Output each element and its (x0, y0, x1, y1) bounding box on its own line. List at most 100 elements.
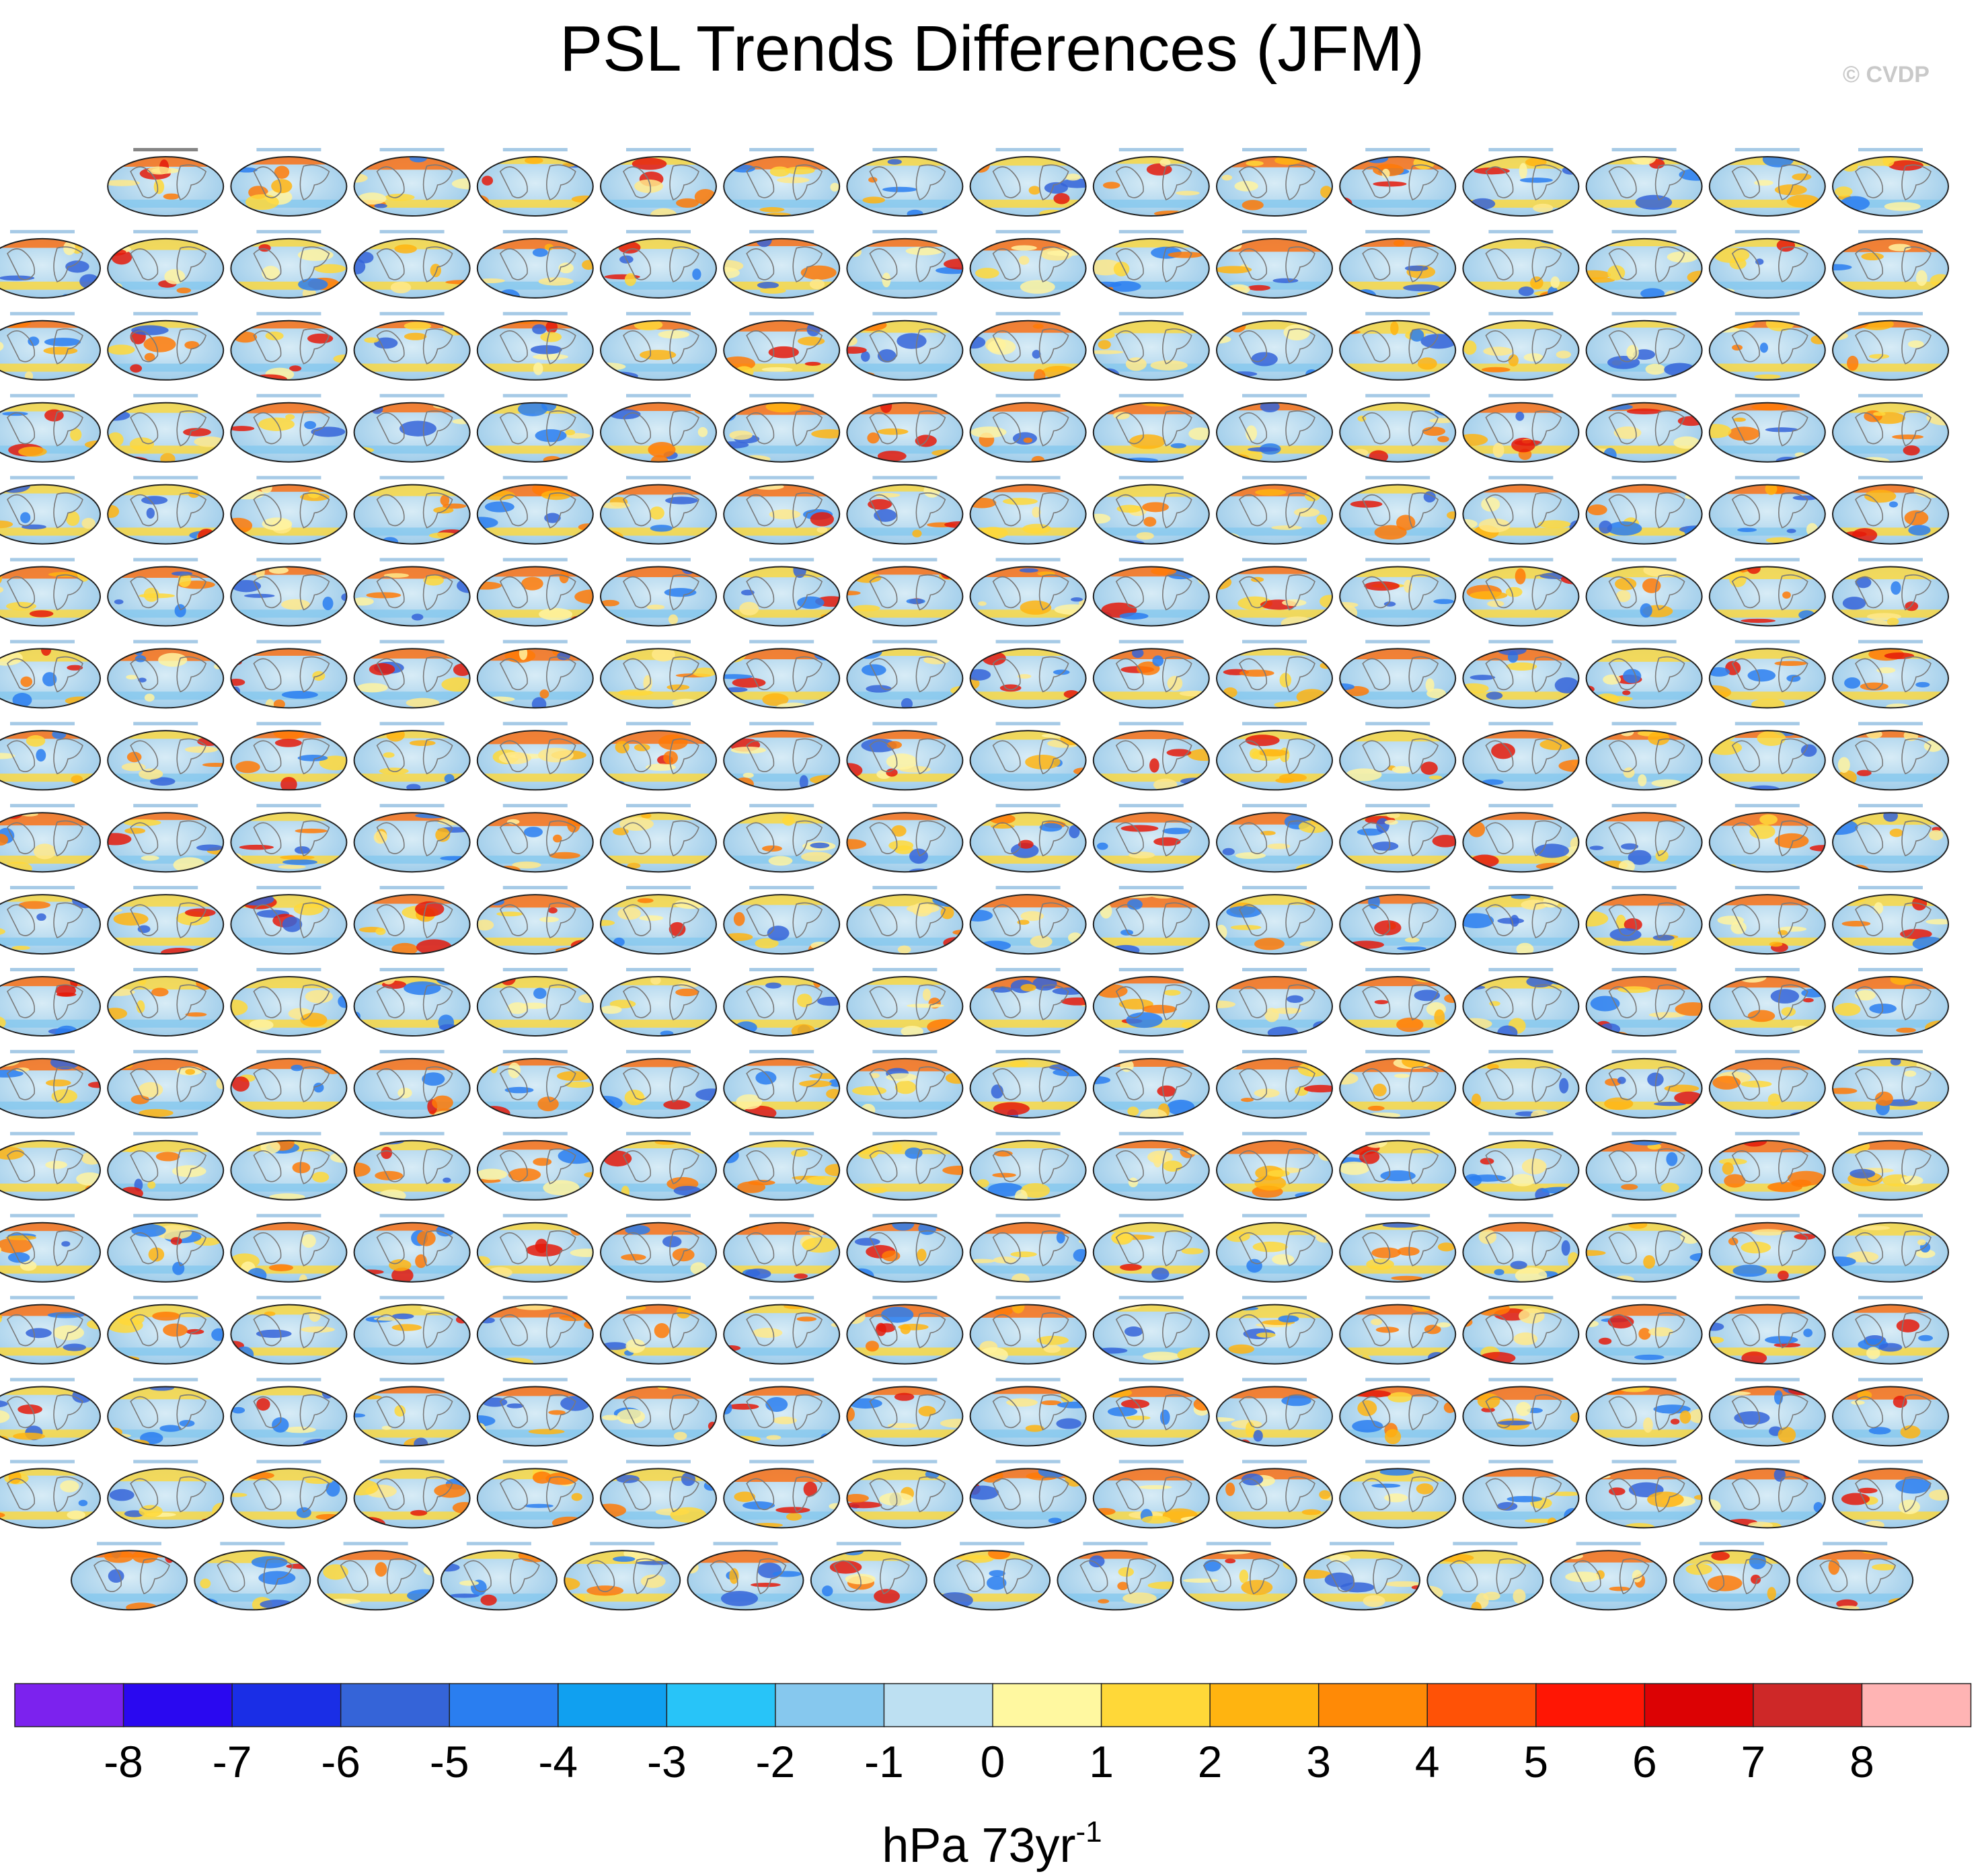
map-panel (1462, 640, 1580, 709)
map-outline (969, 1222, 1087, 1283)
panel-caption (749, 1131, 814, 1135)
map-panel (1832, 1378, 1949, 1447)
map-outline (230, 1057, 348, 1119)
map-outline (0, 1386, 101, 1447)
map-panel (600, 148, 717, 217)
map-panel (1216, 640, 1333, 709)
map-outline (600, 648, 717, 709)
panel-caption (1858, 722, 1923, 726)
map-panel (1216, 476, 1333, 545)
map-panel (1832, 1049, 1949, 1119)
map-panel (476, 1131, 594, 1201)
map-outline (1462, 1139, 1580, 1201)
panel-caption (1858, 1049, 1923, 1053)
map-outline (1708, 976, 1826, 1037)
map-outline (1216, 1468, 1333, 1529)
panel-caption (379, 1213, 445, 1217)
map-panel (1585, 1049, 1703, 1119)
map-outline (846, 730, 964, 791)
map-panel (600, 804, 717, 873)
map-outline (230, 1222, 348, 1283)
map-outline (1092, 1304, 1210, 1365)
map-panel (230, 476, 348, 545)
map-outline (476, 402, 594, 463)
colorbar-label: hPa 73yr-1 (882, 1815, 1102, 1873)
panel-caption (256, 1049, 321, 1053)
map-panel (1092, 722, 1210, 791)
map-panel (1092, 968, 1210, 1037)
map-panel (1708, 1378, 1826, 1447)
panel-caption (379, 558, 445, 562)
panel-caption (590, 1542, 655, 1546)
colorbar-swatch (1318, 1683, 1428, 1727)
map-outline (1092, 402, 1210, 463)
map-outline (0, 237, 101, 299)
panel-caption (1365, 476, 1430, 480)
map-panel (969, 1296, 1087, 1365)
map-panel (723, 476, 841, 545)
panel-caption (872, 229, 938, 233)
map-panel (810, 1542, 927, 1611)
panel-caption (10, 1378, 75, 1382)
panel-caption (502, 1049, 568, 1053)
map-panel (1462, 1131, 1580, 1201)
map-outline (1585, 566, 1703, 627)
map-outline (1708, 1057, 1826, 1119)
map-panel (1832, 229, 1949, 299)
map-outline (476, 648, 594, 709)
map-panel (440, 1542, 558, 1611)
map-panel (723, 229, 841, 299)
panel-caption (502, 1131, 568, 1135)
panel-caption (872, 1378, 938, 1382)
map-outline (1585, 648, 1703, 709)
map-panel (1339, 1378, 1457, 1447)
colorbar-tick-label: -7 (213, 1737, 252, 1787)
panel-caption (10, 640, 75, 644)
panel-caption (502, 722, 568, 726)
map-outline (107, 1468, 225, 1529)
map-panel (353, 148, 471, 217)
map-outline (1462, 1386, 1580, 1447)
map-outline (353, 976, 471, 1037)
panel-caption (1330, 1542, 1394, 1546)
panel-caption (1365, 1049, 1430, 1053)
map-panel (230, 1378, 348, 1447)
panel-caption (379, 722, 445, 726)
map-panel (846, 886, 964, 955)
panel-caption (1242, 886, 1307, 890)
map-panel (846, 1460, 964, 1529)
panel-caption (10, 558, 75, 562)
panel-caption (97, 1542, 161, 1546)
map-panel (230, 722, 348, 791)
map-outline (687, 1550, 804, 1611)
map-panel (476, 886, 594, 955)
map-outline (1585, 156, 1703, 217)
panel-caption (1611, 148, 1677, 151)
panel-caption (1118, 311, 1184, 315)
map-panel (1092, 148, 1210, 217)
map-panel (476, 1296, 594, 1365)
map-panel (317, 1542, 434, 1611)
map-outline (1216, 1222, 1333, 1283)
panel-caption (995, 722, 1061, 726)
map-outline (600, 237, 717, 299)
panel-caption (995, 1213, 1061, 1217)
map-panel (1092, 1049, 1210, 1119)
map-outline (1832, 1139, 1949, 1201)
map-outline (1708, 402, 1826, 463)
map-panel (1585, 1296, 1703, 1365)
colorbar-tick-label: 4 (1415, 1737, 1440, 1787)
panel-caption (1734, 393, 1800, 398)
map-outline (1462, 976, 1580, 1037)
map-outline (933, 1550, 1051, 1611)
map-panel (476, 311, 594, 381)
map-outline (0, 566, 101, 627)
panel-caption (1453, 1542, 1518, 1546)
map-outline (107, 1057, 225, 1119)
map-panel (0, 1460, 101, 1529)
map-outline (1462, 1304, 1580, 1365)
map-outline (723, 484, 841, 545)
map-outline (1216, 894, 1333, 955)
map-outline (230, 402, 348, 463)
map-panel (1339, 886, 1457, 955)
